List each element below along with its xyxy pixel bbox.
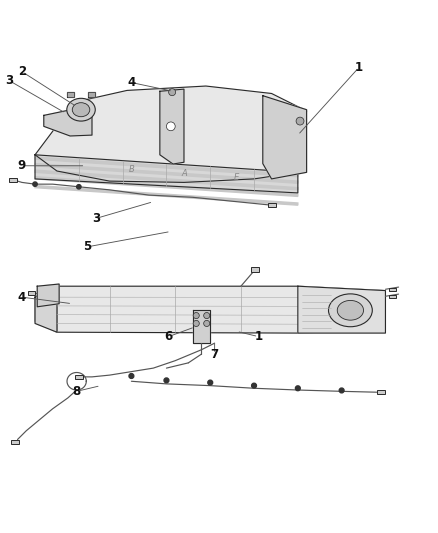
Bar <box>9 177 17 182</box>
Circle shape <box>296 386 300 391</box>
Polygon shape <box>35 286 57 332</box>
Polygon shape <box>44 106 92 136</box>
Text: B: B <box>128 165 134 174</box>
Bar <box>377 390 385 394</box>
Text: E: E <box>234 173 239 182</box>
Polygon shape <box>35 155 298 193</box>
Polygon shape <box>35 86 307 182</box>
Text: 6: 6 <box>165 330 173 343</box>
Text: 2: 2 <box>18 65 26 78</box>
Bar <box>75 375 83 379</box>
Polygon shape <box>37 284 59 307</box>
Text: 8: 8 <box>73 385 81 398</box>
Ellipse shape <box>328 294 372 327</box>
Polygon shape <box>88 92 95 98</box>
Circle shape <box>204 320 210 327</box>
Circle shape <box>77 184 81 189</box>
Text: 5: 5 <box>84 240 92 253</box>
Text: 7: 7 <box>211 348 219 361</box>
Circle shape <box>129 374 134 378</box>
Polygon shape <box>160 89 184 164</box>
Circle shape <box>166 122 175 131</box>
Polygon shape <box>193 310 210 343</box>
Circle shape <box>296 117 304 125</box>
Bar <box>389 295 396 298</box>
Circle shape <box>193 312 199 319</box>
Text: 1: 1 <box>254 330 262 343</box>
Bar <box>268 203 276 207</box>
Circle shape <box>339 388 344 393</box>
Text: 3: 3 <box>5 74 13 87</box>
Bar <box>251 268 259 272</box>
Polygon shape <box>298 286 385 333</box>
Text: 1: 1 <box>355 61 363 74</box>
Text: 9: 9 <box>18 159 26 172</box>
Polygon shape <box>35 286 57 332</box>
Circle shape <box>33 182 37 187</box>
Circle shape <box>164 378 169 383</box>
Polygon shape <box>263 96 307 179</box>
Bar <box>11 440 19 444</box>
Bar <box>28 290 35 295</box>
Polygon shape <box>57 286 385 333</box>
Text: 3: 3 <box>92 212 100 225</box>
Ellipse shape <box>67 98 95 121</box>
Polygon shape <box>35 177 298 197</box>
Bar <box>389 287 396 291</box>
Polygon shape <box>35 170 298 190</box>
Ellipse shape <box>72 103 90 117</box>
Polygon shape <box>35 185 298 205</box>
Circle shape <box>208 380 212 385</box>
Ellipse shape <box>337 301 364 320</box>
Circle shape <box>251 383 257 388</box>
Text: A: A <box>181 169 187 178</box>
Polygon shape <box>67 92 74 98</box>
Circle shape <box>204 312 210 319</box>
Circle shape <box>193 320 199 327</box>
Circle shape <box>169 88 176 96</box>
Text: 4: 4 <box>18 290 26 304</box>
Polygon shape <box>35 164 298 183</box>
Polygon shape <box>35 157 298 177</box>
Text: 4: 4 <box>127 76 135 89</box>
